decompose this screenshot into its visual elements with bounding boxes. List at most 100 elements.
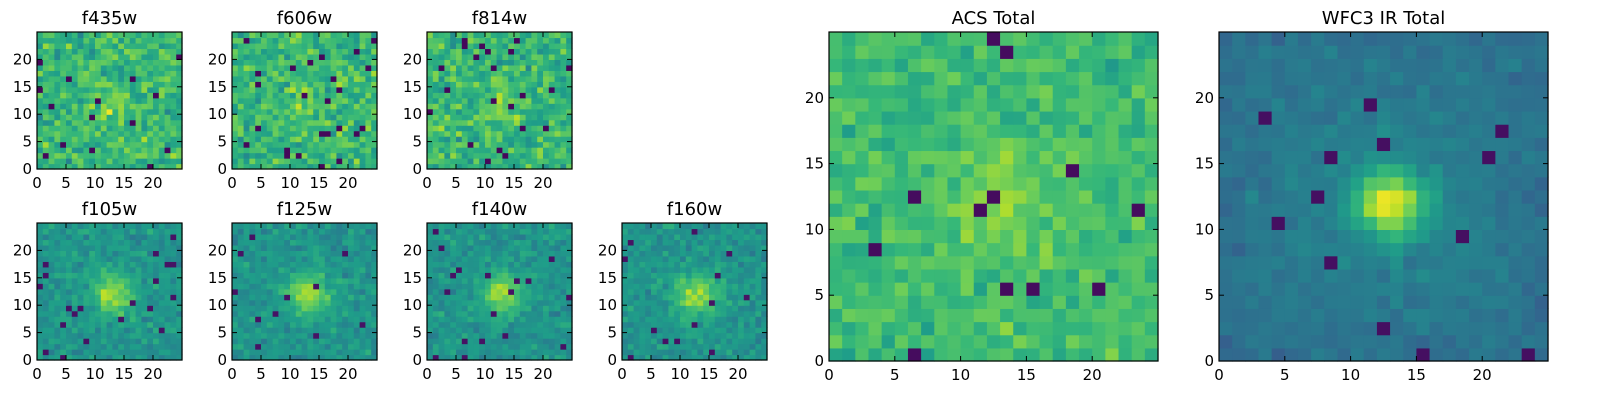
heatmap-cell — [37, 266, 44, 273]
heatmap-cell — [243, 272, 250, 279]
heatmap-cell — [124, 97, 131, 104]
heatmap-cell — [473, 332, 480, 339]
heatmap-cell — [639, 349, 646, 356]
heatmap-cell — [697, 272, 704, 279]
heatmap-cell — [77, 332, 84, 339]
heatmap-cell — [290, 75, 297, 82]
heatmap-cell — [461, 299, 469, 306]
heatmap-cell — [135, 327, 142, 334]
heatmap-cell — [301, 114, 308, 121]
heatmap-cell — [365, 32, 372, 39]
heatmap-cell — [485, 343, 492, 350]
heatmap-cell — [232, 305, 239, 312]
heatmap-cell — [738, 266, 745, 273]
heatmap-cell — [656, 272, 664, 279]
heatmap-cell — [83, 310, 90, 317]
heatmap-cell — [170, 48, 177, 55]
heatmap-cell — [359, 294, 366, 301]
heatmap-cell — [973, 163, 988, 178]
heatmap-cell — [60, 42, 67, 50]
heatmap-cell — [176, 244, 183, 251]
heatmap-cell — [342, 338, 349, 345]
heatmap-cell — [691, 349, 698, 356]
heatmap-cell — [868, 268, 883, 283]
heatmap-cell — [83, 70, 90, 77]
heatmap-cell — [170, 272, 177, 279]
heatmap-cell — [135, 92, 142, 99]
heatmap-cell — [66, 288, 73, 295]
heatmap-cell — [531, 266, 538, 273]
heatmap-cell — [560, 343, 567, 350]
heatmap-cell — [685, 310, 693, 317]
heatmap-cell — [313, 152, 320, 159]
heatmap-cell — [761, 266, 768, 273]
heatmap-cell — [48, 244, 55, 251]
heatmap-cell — [147, 228, 154, 235]
heatmap-cell — [755, 321, 762, 328]
heatmap-cell — [153, 32, 160, 39]
heatmap-cell — [170, 321, 177, 328]
heatmap-cell — [645, 233, 652, 241]
heatmap-cell — [365, 310, 372, 317]
heatmap-cell — [71, 223, 79, 230]
heatmap-cell — [907, 163, 922, 178]
heatmap-cell — [66, 141, 73, 148]
heatmap-cell — [685, 354, 693, 361]
heatmap-cell — [438, 37, 445, 44]
heatmap-cell — [508, 266, 515, 273]
heatmap-cell — [243, 64, 250, 71]
heatmap-cell — [456, 283, 463, 290]
heatmap-cell — [548, 136, 556, 143]
heatmap-cell — [438, 223, 445, 230]
heatmap-cell — [118, 108, 125, 115]
heatmap-cell — [514, 158, 521, 165]
heatmap-cell — [353, 272, 361, 279]
heatmap-cell — [176, 163, 183, 170]
heatmap-cell — [537, 250, 544, 257]
heatmap-cell — [720, 305, 727, 312]
heatmap-cell — [703, 310, 710, 317]
heatmap-cell — [691, 266, 698, 273]
heatmap-cell — [330, 114, 337, 121]
heatmap-cell — [278, 141, 285, 148]
heatmap-cell — [633, 261, 640, 268]
heatmap-cell — [118, 338, 125, 345]
heatmap-cell — [129, 255, 137, 262]
heatmap-cell — [164, 255, 171, 262]
heatmap-cell — [295, 59, 303, 66]
heatmap-cell — [342, 244, 349, 251]
heatmap-cell — [450, 70, 457, 77]
heatmap-cell — [548, 152, 556, 159]
heatmap-cell — [502, 32, 509, 39]
heatmap-cell — [371, 125, 378, 132]
heatmap-cell — [284, 266, 291, 273]
heatmap-cell — [232, 81, 239, 88]
heatmap-cell — [284, 59, 291, 66]
heatmap-cell — [336, 250, 343, 257]
heatmap-cell — [1079, 308, 1093, 323]
heatmap-cell — [627, 338, 635, 345]
heatmap-cell — [496, 223, 503, 230]
heatmap-cell — [365, 86, 372, 93]
heatmap-cell — [147, 37, 154, 44]
heatmap-cell — [89, 354, 96, 361]
heatmap-cell — [502, 114, 509, 121]
heatmap-cell — [118, 244, 125, 251]
heatmap-cell — [170, 294, 177, 301]
heatmap-cell — [479, 349, 486, 356]
heatmap-cell — [83, 97, 90, 104]
heatmap-cell — [353, 42, 361, 50]
heatmap-cell — [359, 64, 366, 71]
heatmap-cell — [531, 305, 538, 312]
heatmap-cell — [709, 255, 716, 262]
heatmap-cell — [353, 305, 361, 312]
heatmap-cell — [519, 354, 527, 361]
heatmap-cell — [548, 338, 556, 345]
heatmap-cell — [153, 239, 160, 246]
heatmap-cell — [554, 152, 561, 159]
heatmap-cell — [319, 272, 326, 279]
heatmap-cell — [158, 261, 166, 268]
heatmap-cell — [1052, 176, 1067, 191]
heatmap-cell — [249, 136, 256, 143]
heatmap-cell — [272, 261, 279, 268]
